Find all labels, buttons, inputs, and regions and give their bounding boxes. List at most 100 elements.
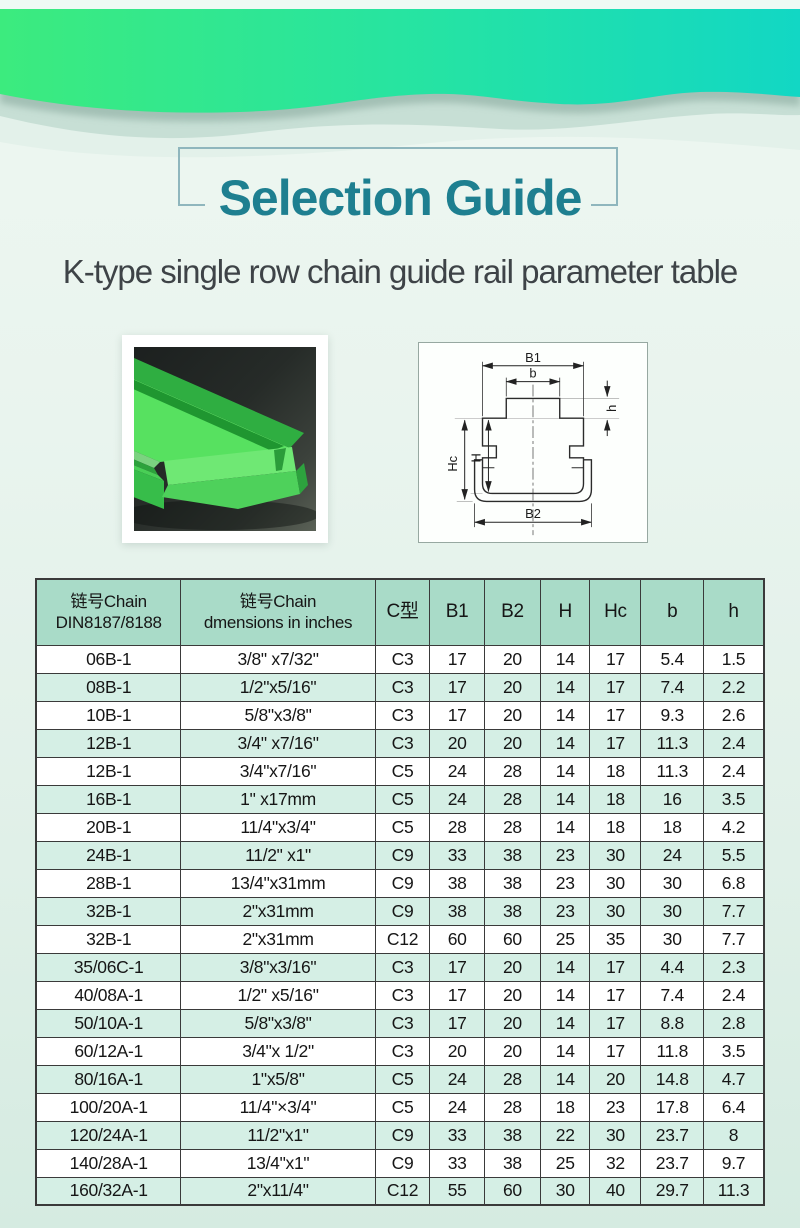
table-body: 06B-1 3/8" x7/32" C3 17 20 14 17 5.4 1.5 08B-1 1/2… (35, 644, 765, 1206)
column-header: B2 (483, 578, 541, 646)
table-cell: 7.7 (703, 896, 765, 926)
table-row: 35/06C-1 3/8"x3/16" C3 17 20 14 17 4.4 2.3 (35, 952, 765, 982)
table-cell: 20 (589, 1064, 642, 1094)
table-cell: 33 (429, 840, 485, 870)
table-cell: 3/4" x7/16" (180, 728, 376, 758)
table-cell: C3 (374, 1036, 431, 1066)
table-cell: 3.5 (703, 784, 765, 814)
column-header: C型 (374, 578, 431, 646)
table-cell: 33 (429, 1120, 485, 1150)
table-cell: 40/08A-1 (35, 980, 182, 1010)
table-cell: 23 (539, 840, 591, 870)
table-row: 08B-1 1/2"x5/16" C3 17 20 14 17 7.4 2.2 (35, 672, 765, 702)
table-cell: 17 (589, 672, 642, 702)
table-cell: 17 (429, 672, 485, 702)
table-cell: 20 (483, 672, 541, 702)
table-cell: C9 (374, 868, 431, 898)
column-header: B1 (429, 578, 485, 646)
table-cell: 2.6 (703, 700, 765, 730)
table-cell: 30 (539, 1176, 591, 1206)
table-cell: 18 (640, 812, 705, 842)
table-cell: C5 (374, 1092, 431, 1122)
table-cell: 29.7 (640, 1176, 705, 1206)
table-cell: 13/4"x31mm (180, 868, 376, 898)
table-cell: 14 (539, 1008, 591, 1038)
table-row: 50/10A-1 5/8"x3/8" C3 17 20 14 17 8.8 2.8 (35, 1008, 765, 1038)
table-cell: 20 (429, 728, 485, 758)
table-cell: 11/2" x1" (180, 840, 376, 870)
table-cell: 9.7 (703, 1148, 765, 1178)
table-cell: 14.8 (640, 1064, 705, 1094)
table-cell: 140/28A-1 (35, 1148, 182, 1178)
table-cell: 4.2 (703, 812, 765, 842)
table-cell: 28 (483, 756, 541, 786)
table-cell: 23.7 (640, 1148, 705, 1178)
table-cell: 6.8 (703, 868, 765, 898)
table-cell: 8.8 (640, 1008, 705, 1038)
column-header: 链号Chain DIN8187/8188 (35, 578, 182, 646)
table-cell: 60/12A-1 (35, 1036, 182, 1066)
table-row: 06B-1 3/8" x7/32" C3 17 20 14 17 5.4 1.5 (35, 644, 765, 674)
table-cell: 16B-1 (35, 784, 182, 814)
table-row: 12B-1 3/4" x7/16" C3 20 20 14 17 11.3 2.4 (35, 728, 765, 758)
table-cell: 38 (483, 1120, 541, 1150)
table-cell: 35 (589, 924, 642, 954)
table-cell: 14 (539, 672, 591, 702)
table-header-row: 链号Chain DIN8187/8188 链号Chain dmensions in… (35, 578, 765, 646)
table-cell: 28 (483, 1064, 541, 1094)
table-cell: 20 (483, 952, 541, 982)
table-row: 60/12A-1 3/4"x 1/2" C3 20 20 14 17 11.8 3.5 (35, 1036, 765, 1066)
table-row: 100/20A-1 11/4"×3/4" C5 24 28 18 23 17.8 6.4 (35, 1092, 765, 1122)
table-cell: 16 (640, 784, 705, 814)
table-row: 80/16A-1 1"x5/8" C5 24 28 14 20 14.8 4.7 (35, 1064, 765, 1094)
table-cell: 23.7 (640, 1120, 705, 1150)
table-cell: C9 (374, 1120, 431, 1150)
table-cell: 28 (483, 812, 541, 842)
table-cell: C3 (374, 672, 431, 702)
rail-photo-illustration (134, 347, 316, 531)
table-cell: 8 (703, 1120, 765, 1150)
table-cell: C9 (374, 1148, 431, 1178)
table-cell: 20 (483, 700, 541, 730)
table-cell: C5 (374, 784, 431, 814)
table-row: 40/08A-1 1/2" x5/16" C3 17 20 14 17 7.4 2.4 (35, 980, 765, 1010)
table-cell: 5/8"x3/8" (180, 700, 376, 730)
table-cell: 17 (589, 1036, 642, 1066)
table-cell: 17 (589, 700, 642, 730)
table-cell: C3 (374, 952, 431, 982)
table-cell: 20 (483, 980, 541, 1010)
table-cell: 14 (539, 756, 591, 786)
table-cell: 11.3 (640, 756, 705, 786)
table-row: 10B-1 5/8"x3/8" C3 17 20 14 17 9.3 2.6 (35, 700, 765, 730)
table-cell: 11.3 (640, 728, 705, 758)
table-row: 28B-1 13/4"x31mm C9 38 38 23 30 30 6.8 (35, 868, 765, 898)
table-cell: 5/8"x3/8" (180, 1008, 376, 1038)
table-cell: 2.8 (703, 1008, 765, 1038)
table-row: 140/28A-1 13/4"x1" C9 33 38 25 32 23.7 9.7 (35, 1148, 765, 1178)
table-cell: 13/4"x1" (180, 1148, 376, 1178)
table-cell: 20 (483, 728, 541, 758)
table-cell: 2"x31mm (180, 896, 376, 926)
column-header: b (640, 578, 705, 646)
table-cell: C12 (374, 924, 431, 954)
table-cell: 18 (539, 1092, 591, 1122)
table-row: 20B-1 11/4"x3/4" C5 28 28 14 18 18 4.2 (35, 812, 765, 842)
column-header: 链号Chain dmensions in inches (180, 578, 376, 646)
table-cell: 9.3 (640, 700, 705, 730)
table-cell: 17 (589, 980, 642, 1010)
table-cell: 4.7 (703, 1064, 765, 1094)
table-row: 12B-1 3/4"x7/16" C5 24 28 14 18 11.3 2.4 (35, 756, 765, 786)
dimension-diagram: B1 b h Hc H B2 (418, 342, 648, 543)
table-cell: 38 (483, 868, 541, 898)
table-cell: 32 (589, 1148, 642, 1178)
table-cell: 17 (589, 728, 642, 758)
table-cell: 38 (483, 1148, 541, 1178)
table-cell: 7.4 (640, 672, 705, 702)
table-cell: 28 (429, 812, 485, 842)
table-cell: 3/4"x 1/2" (180, 1036, 376, 1066)
table-cell: 5.4 (640, 644, 705, 674)
table-cell: 14 (539, 980, 591, 1010)
table-cell: 7.4 (640, 980, 705, 1010)
table-cell: 24 (429, 1064, 485, 1094)
